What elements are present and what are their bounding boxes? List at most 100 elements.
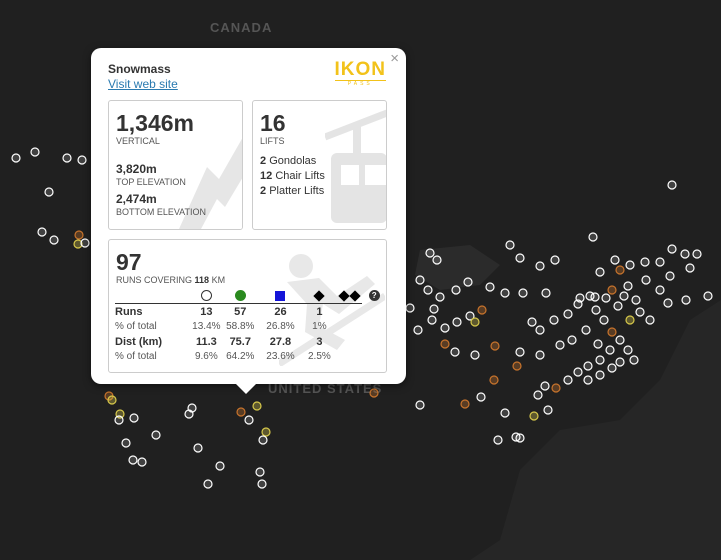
resort-marker[interactable] bbox=[619, 291, 629, 301]
resort-marker[interactable] bbox=[49, 235, 59, 245]
resort-marker[interactable] bbox=[555, 340, 565, 350]
resort-marker[interactable] bbox=[261, 427, 271, 437]
resort-marker[interactable] bbox=[476, 392, 486, 402]
resort-marker[interactable] bbox=[623, 345, 633, 355]
resort-marker[interactable] bbox=[549, 315, 559, 325]
resort-marker[interactable] bbox=[535, 261, 545, 271]
resort-marker[interactable] bbox=[540, 381, 550, 391]
resort-marker[interactable] bbox=[615, 357, 625, 367]
resort-marker[interactable] bbox=[151, 430, 161, 440]
resort-marker[interactable] bbox=[244, 415, 254, 425]
resort-marker[interactable] bbox=[667, 180, 677, 190]
resort-marker[interactable] bbox=[641, 275, 651, 285]
resort-marker[interactable] bbox=[595, 267, 605, 277]
resort-marker[interactable] bbox=[543, 405, 553, 415]
resort-marker[interactable] bbox=[610, 255, 620, 265]
resort-marker[interactable] bbox=[595, 370, 605, 380]
resort-marker[interactable] bbox=[625, 260, 635, 270]
resort-marker[interactable] bbox=[583, 361, 593, 371]
resort-marker[interactable] bbox=[527, 317, 537, 327]
resort-marker[interactable] bbox=[440, 323, 450, 333]
resort-marker[interactable] bbox=[451, 285, 461, 295]
resort-marker[interactable] bbox=[37, 227, 47, 237]
resort-marker[interactable] bbox=[73, 239, 83, 249]
resort-marker[interactable] bbox=[607, 285, 617, 295]
resort-marker[interactable] bbox=[529, 411, 539, 421]
resort-marker[interactable] bbox=[257, 479, 267, 489]
resort-marker[interactable] bbox=[121, 438, 131, 448]
resort-marker[interactable] bbox=[588, 232, 598, 242]
resort-markers[interactable] bbox=[11, 147, 713, 489]
resort-marker[interactable] bbox=[551, 383, 561, 393]
resort-marker[interactable] bbox=[655, 285, 665, 295]
resort-marker[interactable] bbox=[583, 375, 593, 385]
resort-marker[interactable] bbox=[252, 401, 262, 411]
resort-marker[interactable] bbox=[413, 325, 423, 335]
resort-marker[interactable] bbox=[489, 375, 499, 385]
resort-marker[interactable] bbox=[425, 248, 435, 258]
resort-marker[interactable] bbox=[601, 293, 611, 303]
resort-marker[interactable] bbox=[629, 355, 639, 365]
resort-marker[interactable] bbox=[685, 263, 695, 273]
resort-marker[interactable] bbox=[493, 435, 503, 445]
resort-marker[interactable] bbox=[575, 293, 585, 303]
resort-marker[interactable] bbox=[680, 249, 690, 259]
resort-marker[interactable] bbox=[581, 325, 591, 335]
resort-marker[interactable] bbox=[681, 295, 691, 305]
resort-marker[interactable] bbox=[512, 361, 522, 371]
resort-marker[interactable] bbox=[563, 309, 573, 319]
resort-marker[interactable] bbox=[415, 275, 425, 285]
resort-marker[interactable] bbox=[114, 415, 124, 425]
resort-marker[interactable] bbox=[635, 307, 645, 317]
resort-marker[interactable] bbox=[550, 255, 560, 265]
resort-marker[interactable] bbox=[655, 257, 665, 267]
resort-marker[interactable] bbox=[567, 335, 577, 345]
resort-marker[interactable] bbox=[500, 288, 510, 298]
resort-marker[interactable] bbox=[535, 325, 545, 335]
resort-marker[interactable] bbox=[590, 292, 600, 302]
resort-marker[interactable] bbox=[490, 341, 500, 351]
resort-marker[interactable] bbox=[236, 407, 246, 417]
resort-marker[interactable] bbox=[470, 350, 480, 360]
resort-marker[interactable] bbox=[429, 304, 439, 314]
resort-marker[interactable] bbox=[184, 409, 194, 419]
resort-marker[interactable] bbox=[615, 335, 625, 345]
resort-marker[interactable] bbox=[477, 305, 487, 315]
website-link[interactable]: Visit web site bbox=[108, 77, 178, 91]
resort-marker[interactable] bbox=[663, 298, 673, 308]
resort-marker[interactable] bbox=[607, 363, 617, 373]
resort-marker[interactable] bbox=[44, 187, 54, 197]
resort-marker[interactable] bbox=[470, 317, 480, 327]
resort-marker[interactable] bbox=[129, 413, 139, 423]
resort-marker[interactable] bbox=[703, 291, 713, 301]
resort-marker[interactable] bbox=[258, 435, 268, 445]
resort-marker[interactable] bbox=[30, 147, 40, 157]
resort-marker[interactable] bbox=[450, 347, 460, 357]
resort-marker[interactable] bbox=[77, 155, 87, 165]
resort-marker[interactable] bbox=[137, 457, 147, 467]
resort-marker[interactable] bbox=[255, 467, 265, 477]
resort-marker[interactable] bbox=[505, 240, 515, 250]
resort-marker[interactable] bbox=[535, 350, 545, 360]
resort-marker[interactable] bbox=[74, 230, 84, 240]
resort-marker[interactable] bbox=[460, 399, 470, 409]
resort-marker[interactable] bbox=[515, 347, 525, 357]
resort-marker[interactable] bbox=[465, 311, 475, 321]
resort-marker[interactable] bbox=[607, 327, 617, 337]
resort-marker[interactable] bbox=[667, 244, 677, 254]
resort-marker[interactable] bbox=[640, 257, 650, 267]
resort-marker[interactable] bbox=[515, 253, 525, 263]
resort-marker[interactable] bbox=[369, 388, 379, 398]
resort-marker[interactable] bbox=[11, 153, 21, 163]
resort-marker[interactable] bbox=[533, 390, 543, 400]
resort-marker[interactable] bbox=[215, 461, 225, 471]
resort-marker[interactable] bbox=[541, 288, 551, 298]
resort-marker[interactable] bbox=[128, 455, 138, 465]
resort-marker[interactable] bbox=[645, 315, 655, 325]
resort-marker[interactable] bbox=[80, 238, 90, 248]
resort-marker[interactable] bbox=[665, 271, 675, 281]
resort-marker[interactable] bbox=[405, 303, 415, 313]
resort-marker[interactable] bbox=[515, 433, 525, 443]
resort-marker[interactable] bbox=[452, 317, 462, 327]
resort-marker[interactable] bbox=[107, 395, 117, 405]
